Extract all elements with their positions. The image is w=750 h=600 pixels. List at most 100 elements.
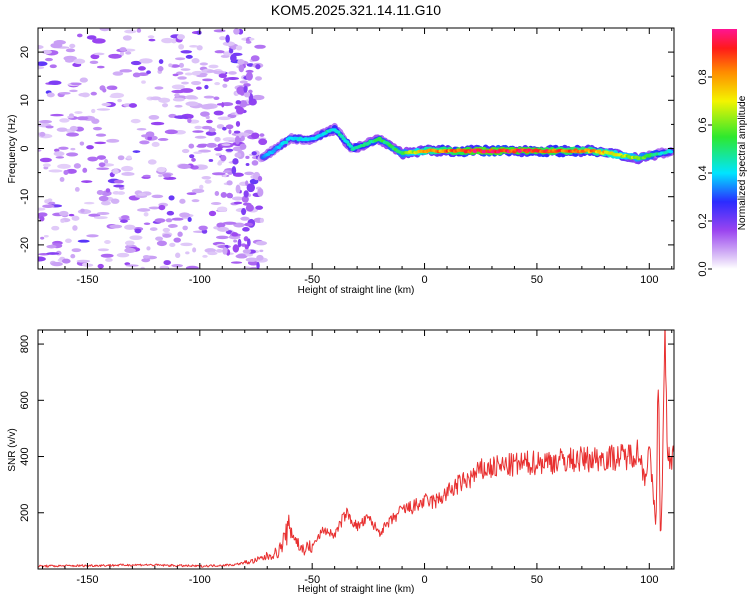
ridge-core: [668, 150, 674, 154]
noise-blob: [116, 252, 130, 258]
spectrogram-y-tick-label: 0: [19, 145, 31, 151]
noise-blob: [97, 263, 104, 269]
noise-blob: [66, 168, 77, 174]
colorbar-tick-label: 0.0: [697, 261, 709, 276]
snr-x-label: Height of straight line (km): [298, 584, 415, 595]
noise-blob: [189, 45, 199, 48]
noise-blob: [69, 89, 78, 93]
noise-blob: [206, 142, 218, 148]
noise-blob: [157, 66, 164, 72]
noise-blob: [119, 47, 127, 52]
noise-blob: [73, 163, 81, 169]
noise-blob: [181, 81, 190, 85]
noise-blob: [150, 121, 165, 126]
noise-blob: [137, 66, 146, 71]
noise-blob: [184, 95, 197, 100]
noise-blob: [38, 65, 45, 70]
noise-blob: [132, 72, 141, 78]
noise-blob: [136, 28, 142, 33]
noise-blob: [100, 200, 111, 206]
noise-blob: [104, 158, 109, 165]
noise-blob: [39, 216, 45, 222]
noise-blob: [48, 80, 62, 86]
noise-blob: [216, 235, 229, 240]
noise-blob: [235, 184, 241, 194]
noise-blob: [141, 80, 146, 84]
noise-blob: [149, 227, 158, 231]
noise-blob: [213, 29, 226, 33]
noise-blob: [91, 108, 96, 114]
noise-blob: [38, 61, 48, 67]
noise-blob: [245, 257, 259, 262]
noise-blob: [201, 175, 212, 180]
snr-y-label: SNR (v/v): [7, 428, 18, 471]
spectrogram-x-label: Height of straight line (km): [298, 285, 415, 296]
noise-blob: [38, 256, 46, 262]
noise-blob: [191, 188, 205, 194]
noise-blob: [67, 115, 75, 119]
noise-blob: [227, 171, 233, 175]
noise-blob: [249, 266, 259, 269]
noise-blob: [79, 141, 85, 146]
noise-blob: [182, 225, 188, 231]
noise-blob: [126, 155, 132, 160]
noise-blob: [257, 188, 264, 197]
noise-blob: [208, 159, 214, 162]
noise-blob: [181, 148, 190, 154]
noise-blob: [216, 124, 225, 129]
noise-blob: [47, 201, 56, 205]
noise-blob: [151, 194, 164, 199]
noise-blob: [240, 135, 245, 142]
noise-blob: [124, 224, 136, 230]
noise-blob: [174, 115, 188, 119]
noise-blob: [177, 231, 183, 237]
noise-blob: [203, 95, 215, 99]
noise-blob: [177, 76, 187, 80]
noise-blob: [198, 149, 211, 153]
noise-blob: [201, 125, 213, 130]
noise-blob: [231, 196, 244, 201]
noise-blob: [174, 104, 183, 108]
noise-blob: [237, 58, 245, 65]
noise-blob: [244, 171, 255, 176]
noise-blob: [179, 212, 191, 218]
noise-blob: [69, 125, 78, 132]
noise-blob: [251, 151, 257, 156]
noise-blob: [204, 179, 212, 184]
noise-blob: [71, 248, 82, 253]
noise-blob: [69, 43, 76, 49]
spectrogram-y-tick-label: -20: [19, 237, 31, 253]
noise-blob: [59, 91, 71, 95]
snr-x-tick-label: -50: [304, 574, 320, 586]
noise-blob: [81, 180, 93, 183]
noise-blob: [245, 72, 253, 81]
noise-blob: [219, 36, 226, 41]
noise-blob: [214, 191, 220, 197]
noise-blob: [90, 91, 97, 96]
snr-x-tick-label: 50: [531, 574, 543, 586]
noise-blob: [255, 76, 262, 81]
noise-blob: [216, 206, 228, 212]
noise-blob: [134, 228, 142, 234]
noise-blob: [214, 136, 221, 142]
noise-blob: [190, 80, 202, 86]
noise-blob: [161, 37, 174, 44]
noise-blob: [205, 115, 210, 120]
noise-blob: [72, 225, 78, 231]
noise-blob: [96, 155, 107, 160]
spectrogram-y-tick-label: 10: [19, 94, 31, 106]
noise-blob: [235, 120, 241, 127]
noise-blob: [39, 131, 46, 137]
noise-blob: [248, 89, 253, 94]
noise-blob: [225, 34, 230, 43]
noise-blob: [110, 198, 120, 204]
noise-blob: [225, 148, 234, 152]
noise-blob: [238, 64, 245, 73]
noise-blob: [124, 247, 136, 253]
noise-blob: [235, 45, 243, 51]
noise-blob: [196, 30, 202, 35]
noise-blob: [46, 244, 57, 249]
noise-blob: [130, 118, 141, 124]
noise-blob: [44, 199, 50, 204]
noise-blob: [191, 58, 200, 64]
